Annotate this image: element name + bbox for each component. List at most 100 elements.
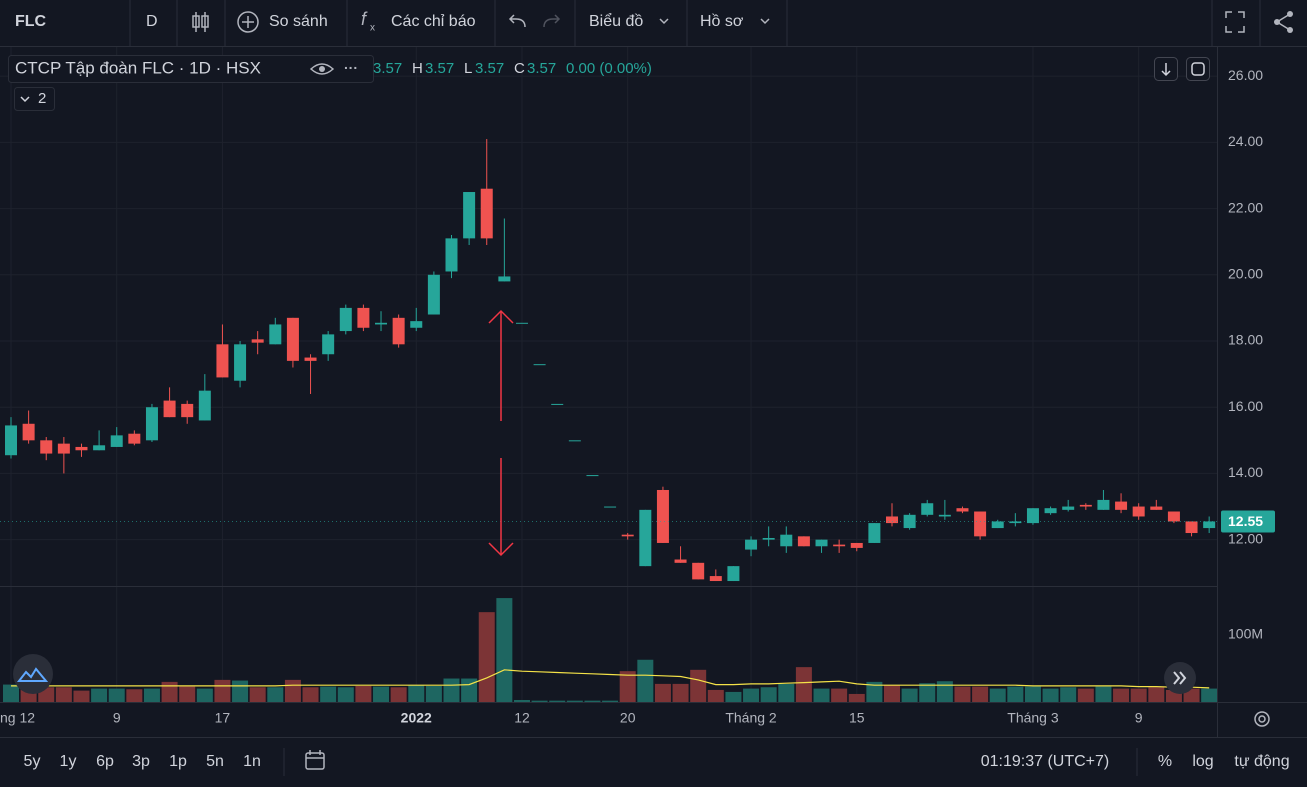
reset-button[interactable] — [1186, 57, 1210, 81]
volume-bar — [760, 687, 777, 702]
volume-bar — [1201, 688, 1217, 702]
more-icon[interactable]: ··· — [344, 60, 358, 76]
candle-body — [1009, 521, 1022, 524]
clock[interactable]: 01:19:37 (UTC+7) — [981, 753, 1110, 770]
range-button[interactable]: 3p — [132, 753, 150, 770]
candle-body — [1097, 499, 1110, 510]
volume-bar — [337, 687, 354, 702]
axes: 12.00 14.00 16.00 18.00 20.00 22.00 24.00 26.00… — [0, 47, 1307, 737]
profile-menu[interactable]: Hồ sơ — [700, 13, 744, 30]
candle-body — [410, 321, 423, 328]
candle-body — [621, 534, 634, 537]
candle-body — [234, 344, 247, 381]
range-button[interactable]: 5n — [206, 753, 224, 770]
log-toggle[interactable]: log — [1192, 753, 1213, 770]
indicator-icon[interactable]: x — [370, 23, 375, 34]
volume-bar — [1060, 687, 1077, 702]
settings-button[interactable] — [1254, 711, 1270, 727]
indicators-button[interactable]: Các chỉ báo — [391, 13, 476, 30]
volume-ma-line — [11, 669, 1210, 689]
scroll-icon — [1161, 63, 1171, 77]
undo-button[interactable] — [508, 14, 526, 28]
percent-toggle[interactable]: % — [1158, 753, 1172, 770]
volume-bar — [232, 680, 249, 702]
volume-bar — [566, 700, 583, 702]
volume-bar — [320, 686, 337, 702]
auto-toggle[interactable]: tự động — [1234, 753, 1289, 770]
share-button[interactable] — [1274, 11, 1293, 33]
range-button[interactable]: 6p — [96, 753, 114, 770]
candle-body — [727, 566, 740, 582]
indicator-icon[interactable]: f — [361, 9, 368, 29]
range-button[interactable]: 1p — [169, 753, 187, 770]
symbol[interactable]: FLC — [15, 13, 47, 30]
y-tick-label: 18.00 — [1228, 332, 1263, 348]
volume-bar — [55, 687, 72, 702]
candle-body — [1150, 506, 1163, 510]
legend-high: 3.57 — [425, 60, 454, 77]
volume-bar — [91, 688, 108, 702]
volume-bar — [196, 688, 213, 702]
range-button[interactable]: 1n — [243, 753, 261, 770]
candle-body — [551, 403, 564, 405]
candle-body — [709, 576, 722, 582]
volume-bar — [919, 683, 936, 702]
x-tick-label: 12 — [514, 710, 530, 726]
volume-bar — [161, 681, 178, 702]
volume-bar — [743, 688, 760, 702]
candle-body — [339, 307, 352, 332]
candle-body — [639, 509, 652, 567]
candle-body — [1203, 521, 1216, 529]
redo-button[interactable] — [543, 14, 561, 28]
volume-bar — [1095, 686, 1112, 702]
legend-box[interactable] — [8, 55, 374, 83]
candle-body — [1115, 501, 1128, 510]
fullscreen-button[interactable] — [1225, 11, 1245, 33]
compare-button[interactable]: So sánh — [269, 13, 328, 30]
plot — [3, 139, 1217, 702]
range-button[interactable]: 5y — [24, 753, 41, 770]
volume-bar — [355, 685, 372, 702]
compare-icon[interactable] — [237, 11, 259, 33]
candle-body — [128, 433, 141, 444]
volume-bar — [619, 671, 636, 702]
volume-bar — [1024, 686, 1041, 702]
candle-body — [1079, 504, 1092, 507]
legend-change: 0.00 (0.00%) — [566, 60, 652, 77]
legend-title: CTCP Tập đoàn FLC · 1D · HSX — [15, 58, 261, 77]
interval[interactable]: D — [146, 13, 158, 30]
candle-body — [463, 192, 476, 239]
volume-bar — [496, 598, 513, 702]
x-tick-label: 9 — [1135, 710, 1143, 726]
candle-body — [445, 238, 458, 272]
y-tick-label: 20.00 — [1228, 265, 1263, 281]
candle-body — [1167, 511, 1180, 522]
legend-close: 3.57 — [527, 60, 556, 77]
candle-body — [797, 536, 810, 547]
candle-body — [991, 521, 1004, 529]
legend-c-label: C — [514, 60, 525, 77]
volume-bar — [901, 688, 918, 702]
candle-body — [1044, 508, 1057, 514]
range-button[interactable]: 1y — [60, 753, 77, 770]
candle-body — [427, 274, 440, 315]
chevron — [659, 18, 669, 25]
date-range-button[interactable] — [305, 750, 325, 770]
volume-bar — [531, 700, 548, 702]
volume-bar — [126, 689, 143, 702]
volume-bar — [848, 693, 865, 702]
candle-body — [656, 489, 669, 543]
chart-type-icon[interactable] — [192, 12, 209, 32]
candle-body — [586, 475, 599, 477]
candle-body — [604, 506, 617, 508]
candle-body — [181, 403, 194, 418]
chart-menu[interactable]: Biểu đồ — [589, 12, 643, 30]
candle-body — [375, 322, 388, 325]
indicator-badge[interactable] — [14, 87, 55, 111]
visibility-icon[interactable] — [309, 63, 335, 75]
candle-body — [357, 307, 370, 328]
x-tick-label: 17 — [215, 710, 231, 726]
candle-body — [974, 511, 987, 537]
